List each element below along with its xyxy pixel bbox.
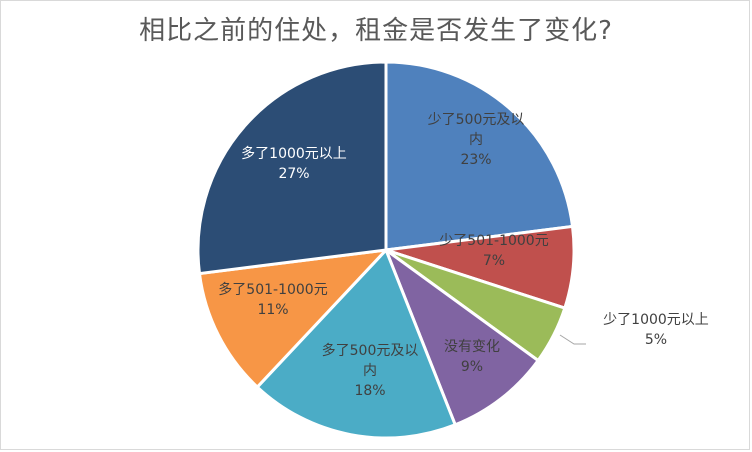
slice-label-line: 内: [469, 132, 483, 148]
pie-slice: [384, 60, 575, 252]
slice-percent: 23%: [460, 152, 491, 168]
slice-label: 多了1000元以上 27%: [241, 145, 347, 182]
slice-label-line: 少了500元及以: [428, 112, 525, 128]
slice-label-line: 少了501-1000元: [439, 233, 548, 249]
slice-label-line: 内: [363, 363, 377, 379]
slice-label: 少了1000元以上 5%: [603, 312, 709, 348]
slice-label: 多了500元及以内 18%: [322, 342, 419, 399]
slice-percent: 11%: [257, 302, 288, 318]
slice-label: 少了500元及以内 23%: [428, 112, 525, 168]
slice-percent: 5%: [645, 332, 667, 348]
slice-percent: 18%: [354, 383, 385, 399]
pie-slice: [255, 247, 458, 440]
slice-label: 没有变化 9%: [444, 339, 500, 375]
slice-percent: 27%: [278, 166, 309, 182]
pie-slice: [196, 60, 388, 276]
leader-line: [559, 334, 586, 345]
slice-label-line: 多了501-1000元: [218, 281, 327, 298]
pie-slice: [197, 247, 390, 390]
slice-label-line: 多了500元及以: [322, 342, 419, 359]
slice-label: 少了501-1000元 7%: [439, 233, 548, 269]
slice-percent: 7%: [483, 253, 505, 269]
slice-percent: 9%: [461, 359, 483, 375]
slice-label-line: 多了1000元以上: [241, 145, 347, 162]
slice-label-line: 没有变化: [444, 339, 500, 355]
pie-slice: [382, 245, 541, 427]
slice-label: 多了501-1000元 11%: [218, 281, 327, 318]
slice-label-line: 少了1000元以上: [603, 312, 709, 328]
chart-title: 相比之前的住处，租金是否发生了变化?: [139, 16, 613, 46]
